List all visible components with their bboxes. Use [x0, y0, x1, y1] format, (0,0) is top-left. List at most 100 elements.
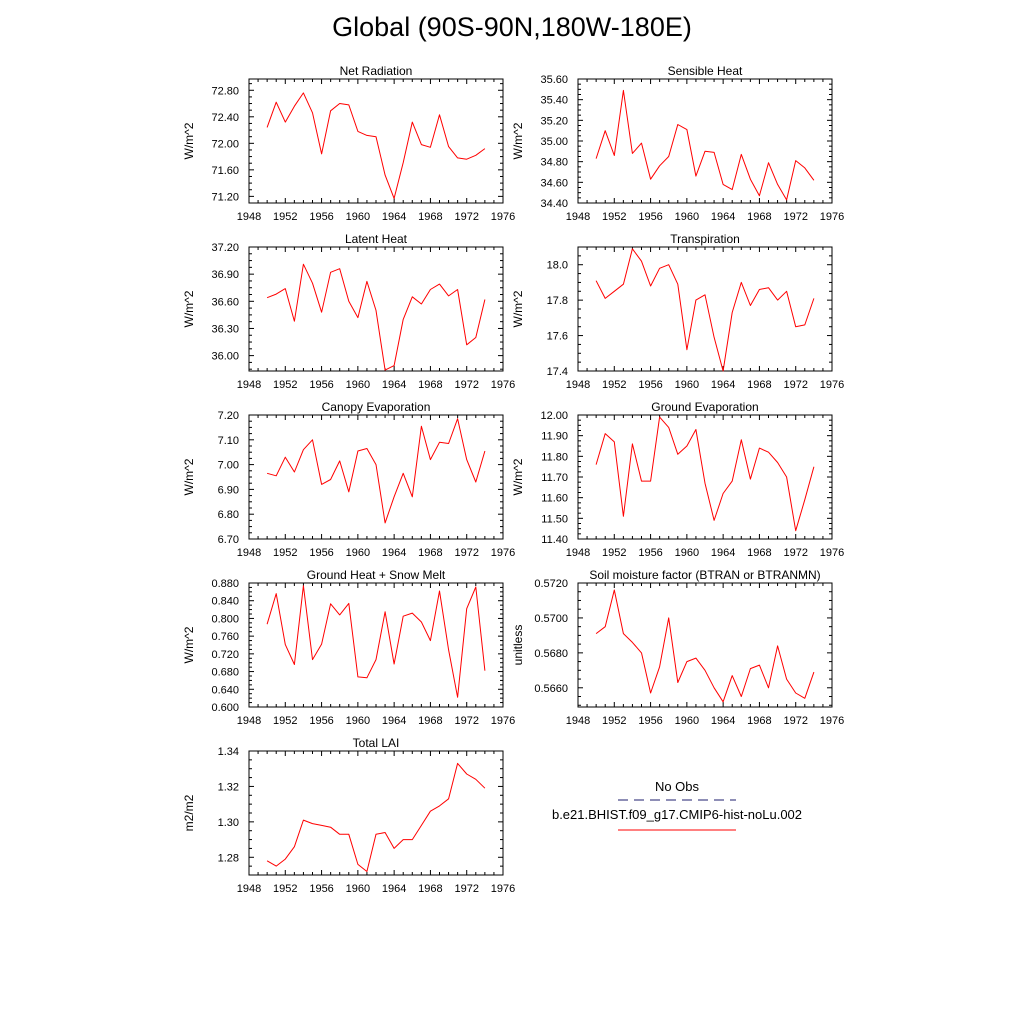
y-tick-label: 36.30: [211, 323, 239, 335]
y-tick-label: 7.10: [218, 435, 239, 447]
y-tick-label: 12.00: [540, 410, 568, 422]
panel-title: Net Radiation: [340, 64, 413, 78]
y-tick-label: 17.6: [547, 331, 568, 343]
y-tick-label: 0.720: [211, 649, 239, 661]
x-tick-label: 1952: [602, 379, 626, 391]
x-tick-label: 1968: [418, 211, 442, 223]
y-axis-label: unitless: [511, 625, 525, 666]
series-line: [595, 89, 815, 201]
panel-title: Canopy Evaporation: [322, 400, 431, 414]
series-line: [266, 92, 486, 199]
x-tick-label: 1960: [346, 883, 370, 895]
x-tick-label: 1968: [418, 547, 442, 559]
x-tick-label: 1968: [747, 547, 771, 559]
y-tick-label: 36.90: [211, 269, 239, 281]
panel-9: Total LAI m2/m2 1948 1952 1956 1960 1964 1968 19…: [182, 736, 515, 895]
y-tick-label: 71.20: [211, 191, 239, 203]
panel-title: Soil moisture factor (BTRAN or BTRANMN): [589, 568, 820, 582]
y-tick-label: 17.8: [547, 295, 568, 307]
y-axis-label: W/m^2: [511, 290, 525, 327]
panel-2: Sensible Heat W/m^2 1948 1952 1956 1960 1964 19…: [511, 64, 844, 223]
y-tick-label: 36.60: [211, 296, 239, 308]
y-tick-label: 35.60: [540, 74, 568, 86]
panel-title: Latent Heat: [345, 232, 408, 246]
y-tick-label: 72.40: [211, 112, 239, 124]
x-tick-label: 1976: [491, 379, 515, 391]
x-tick-label: 1956: [309, 211, 333, 223]
x-tick-label: 1960: [675, 211, 699, 223]
x-tick-label: 1972: [783, 379, 807, 391]
y-tick-label: 0.640: [211, 684, 239, 696]
y-tick-label: 1.32: [218, 781, 239, 793]
y-tick-label: 0.760: [211, 631, 239, 643]
x-tick-label: 1952: [273, 883, 297, 895]
y-tick-label: 35.40: [540, 95, 568, 107]
y-tick-label: 6.80: [218, 509, 239, 521]
x-tick-label: 1976: [491, 715, 515, 727]
y-tick-label: 36.00: [211, 351, 239, 363]
y-tick-label: 7.20: [218, 410, 239, 422]
panel-4: Transpiration W/m^2 1948 1952 1956 1960 1964 19…: [511, 232, 844, 391]
x-tick-label: 1972: [454, 547, 478, 559]
x-tick-label: 1976: [820, 379, 844, 391]
series-line: [595, 416, 815, 532]
y-axis-label: W/m^2: [511, 122, 525, 159]
panel-6: Ground Evaporation W/m^2 1948 1952 1956 1960 1…: [511, 400, 844, 559]
y-tick-label: 18.0: [547, 260, 568, 272]
y-tick-label: 34.60: [540, 177, 568, 189]
panel-8: Soil moisture factor (BTRAN or BTRANMN) u…: [511, 568, 844, 727]
x-tick-label: 1948: [566, 379, 590, 391]
series-line: [266, 418, 486, 524]
y-axis-label: m2/m2: [182, 794, 196, 831]
x-tick-label: 1960: [346, 379, 370, 391]
panel-5: Canopy Evaporation W/m^2 1948 1952 1956 1960 1…: [182, 400, 515, 559]
y-tick-label: 35.20: [540, 115, 568, 127]
x-tick-label: 1972: [783, 211, 807, 223]
panel-title: Ground Heat + Snow Melt: [307, 568, 446, 582]
y-axis-label: W/m^2: [182, 290, 196, 327]
y-axis-label: W/m^2: [511, 458, 525, 495]
x-tick-label: 1968: [418, 715, 442, 727]
y-tick-label: 72.00: [211, 138, 239, 150]
x-tick-label: 1952: [602, 547, 626, 559]
x-tick-label: 1960: [346, 547, 370, 559]
x-tick-label: 1948: [566, 211, 590, 223]
x-tick-label: 1964: [382, 715, 406, 727]
x-tick-label: 1956: [309, 883, 333, 895]
x-tick-label: 1972: [454, 715, 478, 727]
x-tick-label: 1968: [747, 211, 771, 223]
x-tick-label: 1960: [346, 715, 370, 727]
x-tick-label: 1960: [675, 379, 699, 391]
x-tick-label: 1968: [418, 379, 442, 391]
x-tick-label: 1968: [418, 883, 442, 895]
y-tick-label: 37.20: [211, 242, 239, 254]
y-tick-label: 0.5720: [534, 578, 568, 590]
x-tick-label: 1976: [491, 211, 515, 223]
panel-7: Ground Heat + Snow Melt W/m^2 1948 1952 1956…: [182, 568, 515, 727]
y-tick-label: 11.90: [541, 431, 568, 443]
y-tick-label: 0.5700: [534, 613, 568, 625]
x-tick-label: 1972: [454, 211, 478, 223]
x-tick-label: 1964: [382, 211, 406, 223]
panel-title: Total LAI: [353, 736, 400, 750]
x-tick-label: 1976: [820, 715, 844, 727]
x-tick-label: 1964: [382, 883, 406, 895]
y-tick-label: 0.840: [211, 596, 239, 608]
y-tick-label: 7.00: [218, 460, 239, 472]
x-tick-label: 1960: [675, 547, 699, 559]
y-tick-label: 17.4: [547, 366, 568, 378]
x-tick-label: 1964: [382, 547, 406, 559]
x-tick-label: 1948: [237, 211, 261, 223]
x-tick-label: 1956: [309, 547, 333, 559]
x-tick-label: 1976: [820, 211, 844, 223]
y-tick-label: 11.40: [541, 534, 568, 546]
x-tick-label: 1948: [237, 883, 261, 895]
y-tick-label: 34.80: [540, 157, 568, 169]
y-axis-label: W/m^2: [182, 122, 196, 159]
x-tick-label: 1972: [783, 547, 807, 559]
x-tick-label: 1956: [638, 211, 662, 223]
x-tick-label: 1976: [491, 883, 515, 895]
y-tick-label: 11.50: [541, 513, 568, 525]
x-tick-label: 1956: [309, 715, 333, 727]
panel-1: Net Radiation W/m^2 1948 1952 1956 1960 1964 19…: [182, 64, 515, 223]
